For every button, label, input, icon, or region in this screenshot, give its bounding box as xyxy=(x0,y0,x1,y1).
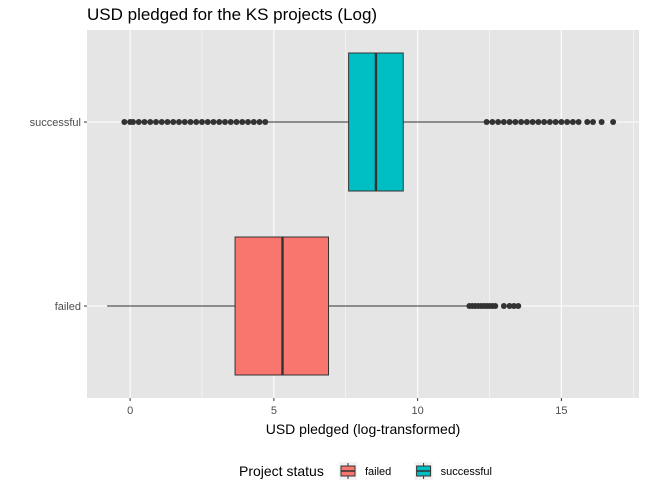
outlier-point xyxy=(590,119,596,125)
outlier-point xyxy=(204,119,211,125)
outlier-point xyxy=(564,119,571,125)
legend-label-failed: failed xyxy=(365,466,391,478)
legend-items: failed successful xyxy=(339,462,492,480)
x-tick-label: 15 xyxy=(555,405,567,417)
outlier-point xyxy=(506,303,513,309)
outlier-point xyxy=(153,119,159,125)
outlier-point xyxy=(523,119,530,125)
outlier-point xyxy=(216,119,223,125)
outlier-point xyxy=(210,119,217,125)
outlier-point xyxy=(187,119,194,125)
outlier-point xyxy=(558,119,565,125)
x-tick-label: 10 xyxy=(412,405,424,417)
outlier-point xyxy=(135,119,142,125)
grid-minor xyxy=(201,30,634,398)
outlier-point xyxy=(495,119,502,125)
legend-key-successful: successful xyxy=(414,462,492,480)
chart-title: USD pledged for the KS projects (Log) xyxy=(87,5,377,24)
outlier-point xyxy=(541,119,548,125)
outlier-point xyxy=(518,119,525,125)
outlier-point xyxy=(130,119,136,125)
legend-title: Project status xyxy=(239,463,324,479)
outlier-point xyxy=(199,119,205,125)
outlier-point xyxy=(552,119,559,125)
outlier-point xyxy=(239,119,246,125)
outlier-point xyxy=(170,119,177,125)
legend-label-successful: successful xyxy=(441,466,492,478)
y-tick-label: successful xyxy=(30,117,81,129)
boxes xyxy=(107,52,617,376)
outlier-point xyxy=(515,303,522,309)
outlier-point xyxy=(569,119,576,125)
legend: Project status failed successful xyxy=(239,462,492,480)
x-axis-title: USD pledged (log-transformed) xyxy=(266,421,461,437)
outlier-point xyxy=(584,119,591,125)
outlier-point xyxy=(500,303,507,309)
outlier-point xyxy=(245,119,251,125)
outlier-point xyxy=(176,119,182,125)
outlier-point xyxy=(158,119,165,125)
outlier-point xyxy=(500,119,507,125)
outlier-point xyxy=(510,303,517,309)
outlier-point xyxy=(546,119,553,125)
outlier-point xyxy=(512,119,519,125)
outlier-point xyxy=(181,119,188,125)
legend-key-failed: failed xyxy=(339,462,391,480)
outlier-point xyxy=(121,119,128,125)
outlier-point xyxy=(164,119,171,125)
outlier-point xyxy=(141,119,148,125)
outlier-point xyxy=(227,119,234,125)
outlier-point xyxy=(575,119,582,125)
outlier-point xyxy=(250,119,257,125)
outlier-point xyxy=(483,119,490,125)
outlier-point xyxy=(598,119,605,125)
x-tick-label: 5 xyxy=(271,405,277,417)
y-axis-ticks: successful failed xyxy=(30,117,87,313)
outlier-point xyxy=(193,119,200,125)
outlier-point xyxy=(262,119,269,125)
outlier-point xyxy=(610,119,617,125)
x-tick-label: 0 xyxy=(127,405,133,417)
outlier-point xyxy=(529,119,536,125)
outlier-point xyxy=(489,119,496,125)
outlier-point xyxy=(147,119,154,125)
y-tick-label: failed xyxy=(55,301,81,313)
outlier-point xyxy=(256,119,263,125)
outlier-point xyxy=(222,119,228,125)
outlier-point xyxy=(492,303,499,309)
outlier-point xyxy=(535,119,542,125)
outlier-point xyxy=(233,119,240,125)
x-axis-ticks: 0 5 10 15 xyxy=(127,398,568,417)
outlier-point xyxy=(506,119,513,125)
